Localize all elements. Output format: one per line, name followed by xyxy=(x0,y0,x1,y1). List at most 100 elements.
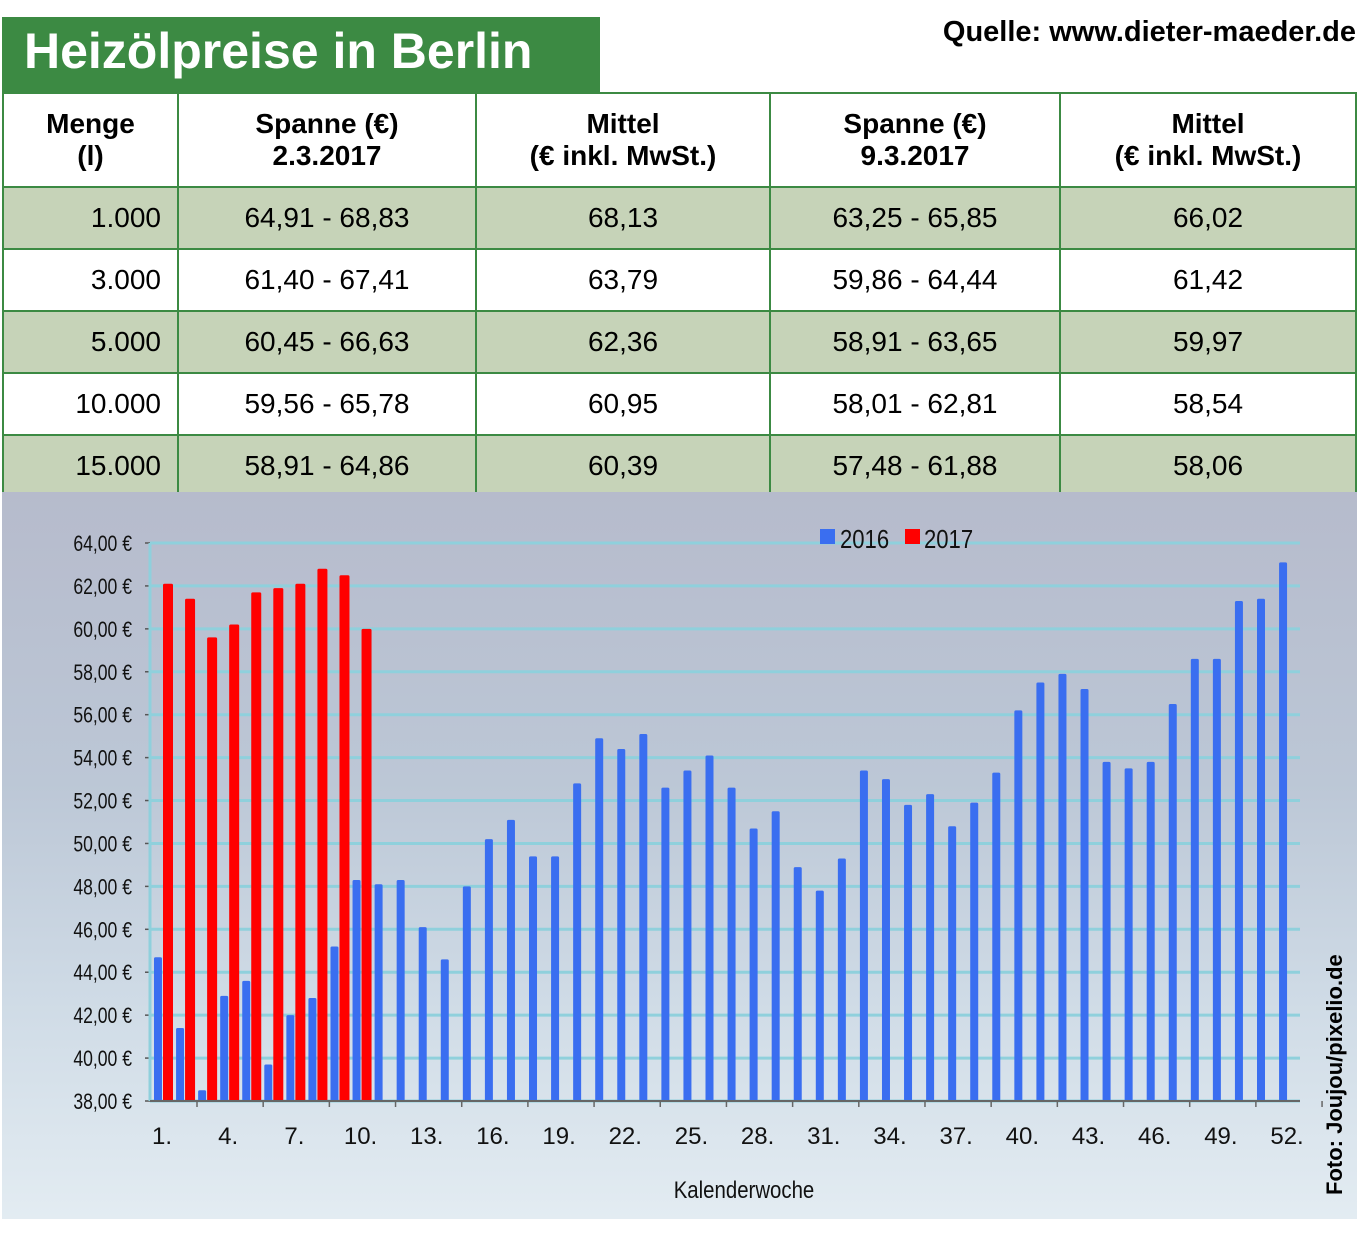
bar-2016-week-29 xyxy=(771,811,780,1101)
bar-2016-week-13 xyxy=(418,927,427,1101)
y-tick-label: 58,00 € xyxy=(73,661,132,685)
column-header: Spanne (€) 2.3.2017 xyxy=(177,92,477,188)
x-tick-label: 46. xyxy=(1138,1123,1171,1150)
table-row: 15.000 58,91 - 64,86 60,39 57,48 - 61,88 58,… xyxy=(2,434,1357,498)
bar-2016-week-24 xyxy=(661,787,670,1101)
bar-2016-week-50 xyxy=(1234,600,1243,1101)
bar-2016-week-36 xyxy=(926,794,935,1101)
bar-2016-week-3 xyxy=(198,1090,207,1101)
bar-2016-week-6 xyxy=(264,1064,273,1101)
bar-2017-week-7 xyxy=(295,583,306,1101)
bar-2016-week-16 xyxy=(484,839,493,1101)
header-line: Mittel xyxy=(586,108,660,139)
bar-2016-week-35 xyxy=(904,804,913,1101)
bar-2016-week-17 xyxy=(506,819,515,1101)
table-cell: 10.000 xyxy=(2,372,179,436)
table-cell: 61,40 - 67,41 xyxy=(177,248,477,312)
header-line: Menge xyxy=(46,108,135,139)
bar-2016-week-12 xyxy=(396,879,405,1101)
bar-2016-week-27 xyxy=(727,787,736,1101)
table-cell: 58,54 xyxy=(1059,372,1357,436)
x-tick-label: 7. xyxy=(284,1123,304,1150)
bar-2016-week-33 xyxy=(859,770,868,1101)
photo-credit: Foto: Joujou/pixelio.de xyxy=(1322,954,1347,1195)
legend-label-2016: 2016 xyxy=(840,525,889,554)
bar-2017-week-5 xyxy=(251,592,262,1101)
bar-2017-week-9 xyxy=(339,575,350,1101)
bar-2016-week-14 xyxy=(440,959,449,1101)
table-row: 10.000 59,56 - 65,78 60,95 58,01 - 62,81 58,… xyxy=(2,372,1357,436)
column-header: Spanne (€) 9.3.2017 xyxy=(769,92,1061,188)
table-cell: 60,45 - 66,63 xyxy=(177,310,477,374)
bar-2016-week-30 xyxy=(793,867,802,1101)
x-tick-label: 40. xyxy=(1006,1123,1039,1150)
table-cell: 1.000 xyxy=(2,186,179,250)
bar-2016-week-2 xyxy=(176,1028,185,1101)
x-tick-label: 28. xyxy=(741,1123,774,1150)
bar-2016-week-45 xyxy=(1124,768,1133,1101)
table-cell: 57,48 - 61,88 xyxy=(769,434,1061,498)
table-cell: 63,79 xyxy=(475,248,771,312)
bar-2016-week-41 xyxy=(1036,682,1045,1101)
table-cell: 58,91 - 64,86 xyxy=(177,434,477,498)
y-tick-label: 44,00 € xyxy=(73,961,132,985)
header-line: Spanne (€) xyxy=(255,108,399,139)
bar-2017-week-2 xyxy=(185,598,196,1101)
bar-2016-week-19 xyxy=(551,856,560,1101)
x-tick-label: 10. xyxy=(344,1123,377,1150)
bar-2016-week-42 xyxy=(1058,673,1067,1101)
bar-2016-week-37 xyxy=(948,826,957,1101)
header-line: (l) xyxy=(77,140,104,171)
bar-2016-week-43 xyxy=(1080,688,1089,1101)
legend-swatch-2016 xyxy=(820,529,835,544)
bar-2016-week-48 xyxy=(1190,658,1199,1101)
table-row: 3.000 61,40 - 67,41 63,79 59,86 - 64,44 61,4… xyxy=(2,248,1357,312)
table-cell: 63,25 - 65,85 xyxy=(769,186,1061,250)
table-cell: 59,86 - 64,44 xyxy=(769,248,1061,312)
bar-2017-week-6 xyxy=(273,588,284,1101)
column-header: Mittel (€ inkl. MwSt.) xyxy=(1059,92,1357,188)
x-tick-label: 22. xyxy=(609,1123,642,1150)
bar-2016-week-22 xyxy=(617,749,626,1101)
bar-2016-week-49 xyxy=(1212,658,1221,1101)
table-cell: 15.000 xyxy=(2,434,179,498)
table-cell: 5.000 xyxy=(2,310,179,374)
table-cell: 60,95 xyxy=(475,372,771,436)
x-tick-label: 13. xyxy=(410,1123,443,1150)
table-cell: 3.000 xyxy=(2,248,179,312)
bar-2017-week-1 xyxy=(163,583,173,1101)
bar-2016-week-1 xyxy=(154,957,162,1101)
bar-2016-week-44 xyxy=(1102,761,1111,1101)
bar-2017-week-8 xyxy=(317,568,328,1101)
bar-2016-week-47 xyxy=(1168,703,1177,1101)
y-tick-label: 54,00 € xyxy=(73,747,132,771)
bar-2016-week-9 xyxy=(330,946,339,1101)
y-tick-label: 40,00 € xyxy=(73,1047,132,1071)
header-line: 9.3.2017 xyxy=(860,140,970,171)
bar-2016-week-18 xyxy=(529,856,538,1101)
table-cell: 66,02 xyxy=(1059,186,1357,250)
table-row: 1.000 64,91 - 68,83 68,13 63,25 - 65,85 66,0… xyxy=(2,186,1357,250)
header-line: (€ inkl. MwSt.) xyxy=(1114,140,1302,171)
bar-2016-week-31 xyxy=(815,890,824,1101)
y-tick-label: 64,00 € xyxy=(73,532,132,556)
x-tick-label: 52. xyxy=(1270,1123,1303,1150)
table-row: 5.000 60,45 - 66,63 62,36 58,91 - 63,65 59,9… xyxy=(2,310,1357,374)
x-axis-title: Kalenderwoche xyxy=(674,1176,815,1203)
y-tick-label: 38,00 € xyxy=(73,1090,132,1114)
bar-2016-week-26 xyxy=(705,755,714,1101)
y-tick-label: 46,00 € xyxy=(73,919,132,943)
y-tick-label: 56,00 € xyxy=(73,704,132,728)
table-cell: 59,97 xyxy=(1059,310,1357,374)
bar-2016-week-23 xyxy=(639,734,648,1101)
bar-2016-week-25 xyxy=(683,770,692,1101)
legend-swatch-2017 xyxy=(905,529,920,544)
bar-2016-week-34 xyxy=(881,779,890,1101)
y-tick-label: 52,00 € xyxy=(73,790,132,814)
bar-2016-week-40 xyxy=(1014,710,1023,1101)
bar-2016-week-4 xyxy=(220,995,229,1101)
y-tick-label: 60,00 € xyxy=(73,618,132,642)
y-tick-label: 48,00 € xyxy=(73,876,132,900)
bar-2016-week-46 xyxy=(1146,761,1155,1101)
y-tick-label: 50,00 € xyxy=(73,833,132,857)
